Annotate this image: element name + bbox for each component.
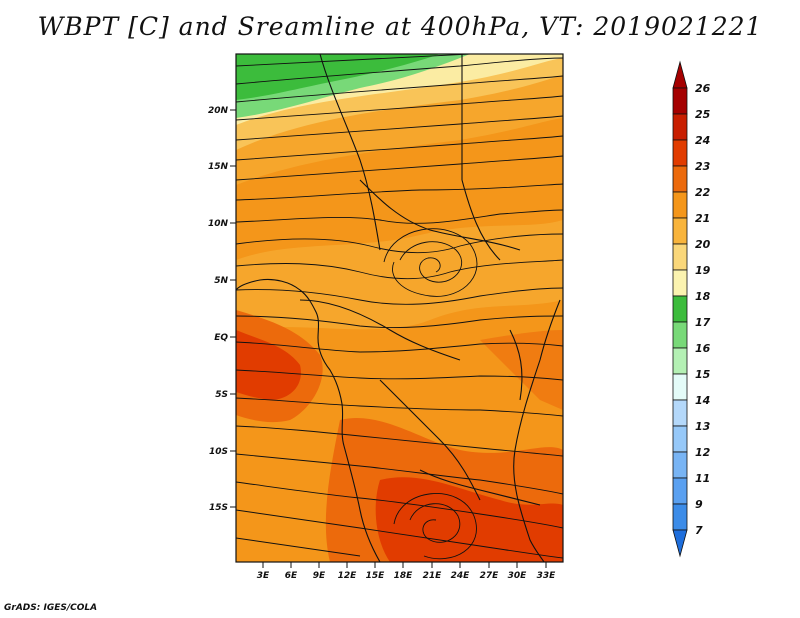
colorbar-label: 9 xyxy=(695,498,703,511)
colorbar-label: 23 xyxy=(695,160,711,173)
colorbar-label: 14 xyxy=(695,394,710,407)
colorbar-swatch xyxy=(672,321,688,349)
colorbar-label: 25 xyxy=(695,108,711,121)
colorbar-label: 24 xyxy=(695,134,710,147)
colorbar-top-arrow xyxy=(672,60,688,89)
colorbar-swatch xyxy=(672,113,688,141)
colorbar-label: 16 xyxy=(695,342,711,355)
colorbar-swatch xyxy=(672,425,688,453)
colorbar-swatch xyxy=(672,451,688,479)
green-core xyxy=(236,54,440,100)
band-west-24 xyxy=(236,330,301,400)
longitude-axis: 3E 6E 9E 12E 15E 18E 21E 24E 27E 30E 33E xyxy=(257,562,556,581)
lat-label: 20N xyxy=(208,106,229,116)
shaded-field xyxy=(236,54,563,562)
colorbar-swatch xyxy=(672,217,688,245)
colorbar: 26 25 24 23 22 21 20 19 18 17 16 15 14 13 12 11 9 7 xyxy=(672,60,711,558)
lat-label: 5N xyxy=(214,276,228,286)
latitude-axis: 20N 15N 10N 5N EQ 5S 10S 15S xyxy=(208,106,236,513)
lon-label: 9E xyxy=(313,571,326,581)
colorbar-swatch xyxy=(672,243,688,271)
map-title: WBPT [C] and Sreamline at 400hPa, VT: 20… xyxy=(37,12,763,41)
colorbar-label: 21 xyxy=(695,212,710,225)
colorbar-swatch xyxy=(672,87,688,115)
colorbar-label: 13 xyxy=(695,420,711,433)
country-borders xyxy=(236,54,561,562)
colorbar-swatch xyxy=(672,191,688,219)
colorbar-swatch xyxy=(672,165,688,193)
colorbar-label: 11 xyxy=(695,472,710,485)
lon-label: 30E xyxy=(508,571,528,581)
plot-frame xyxy=(235,53,564,563)
streamlines xyxy=(236,54,563,560)
lat-label: 5S xyxy=(215,390,228,400)
colorbar-swatch xyxy=(672,269,688,297)
band-south-24 xyxy=(375,477,563,562)
lon-label: 15E xyxy=(366,571,386,581)
lon-label: 21E xyxy=(423,571,443,581)
colorbar-label: 15 xyxy=(695,368,711,381)
colorbar-label: 26 xyxy=(695,82,711,95)
colorbar-swatch xyxy=(672,399,688,427)
lon-label: 33E xyxy=(537,571,557,581)
colorbar-label: 18 xyxy=(695,290,711,303)
colorbar-swatch xyxy=(672,139,688,167)
credit-text: GrADS: IGES/COLA xyxy=(4,603,98,613)
lon-label: 6E xyxy=(285,571,298,581)
lon-label: 3E xyxy=(257,571,270,581)
colorbar-label: 17 xyxy=(695,316,711,329)
colorbar-swatch xyxy=(672,503,688,531)
colorbar-label: 7 xyxy=(695,524,703,537)
colorbar-swatch xyxy=(672,295,688,323)
band-center-21 xyxy=(236,220,563,330)
lat-label: 15N xyxy=(208,162,229,172)
lon-label: 18E xyxy=(394,571,414,581)
colorbar-bottom-arrow xyxy=(672,529,688,558)
lat-label: EQ xyxy=(214,333,228,343)
lat-label: 15S xyxy=(209,503,228,513)
colorbar-label: 20 xyxy=(695,238,711,251)
colorbar-label: 12 xyxy=(695,446,711,459)
lon-label: 12E xyxy=(338,571,358,581)
lat-label: 10N xyxy=(208,219,229,229)
colorbar-swatch xyxy=(672,477,688,505)
colorbar-swatch xyxy=(672,347,688,375)
lon-label: 27E xyxy=(480,571,500,581)
colorbar-label: 19 xyxy=(695,264,711,277)
colorbar-label: 22 xyxy=(695,186,711,199)
lon-label: 24E xyxy=(451,571,471,581)
lat-label: 10S xyxy=(209,447,228,457)
colorbar-swatch xyxy=(672,373,688,401)
